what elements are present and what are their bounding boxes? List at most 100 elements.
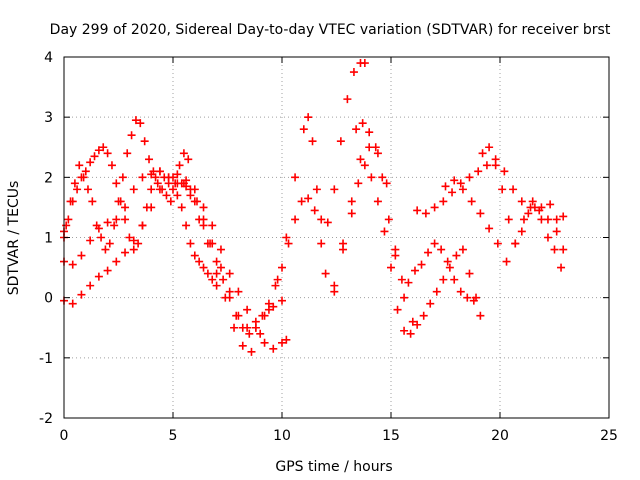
data-point (68, 299, 77, 308)
data-point (251, 323, 260, 332)
data-point (169, 185, 177, 194)
data-point (184, 155, 193, 164)
data-point (107, 161, 116, 170)
data-point (419, 311, 428, 320)
data-point (448, 188, 457, 197)
data-point (216, 263, 225, 272)
data-point (68, 197, 77, 206)
data-point (458, 245, 467, 254)
data-point (153, 179, 162, 188)
data-point (138, 173, 147, 182)
data-point (147, 203, 156, 212)
data-point (443, 257, 452, 266)
data-point (195, 215, 204, 224)
data-point (195, 257, 204, 266)
data-point (537, 215, 546, 224)
data-point (216, 245, 225, 254)
data-point (70, 179, 79, 188)
data-point (543, 233, 552, 242)
data-point (94, 224, 103, 233)
data-point (116, 197, 125, 206)
data-point (94, 272, 103, 281)
data-point (330, 185, 339, 194)
data-point (247, 347, 256, 356)
data-point (121, 248, 130, 257)
data-point (413, 206, 422, 215)
data-point (77, 173, 86, 182)
data-point (421, 209, 430, 218)
data-point (208, 221, 217, 230)
data-point (304, 113, 313, 122)
data-point (430, 239, 439, 248)
data-point (219, 275, 228, 284)
data-point (192, 197, 201, 206)
data-point (360, 59, 369, 68)
data-point (456, 287, 465, 296)
data-point (482, 161, 491, 170)
series-satellite-track-11 (478, 143, 566, 272)
data-point (417, 260, 426, 269)
data-point (517, 227, 526, 236)
data-point (88, 197, 97, 206)
data-point (373, 197, 382, 206)
data-point (73, 185, 82, 194)
data-point (299, 125, 308, 134)
data-point (373, 149, 382, 158)
data-point (465, 269, 474, 278)
data-point (476, 311, 485, 320)
data-point (199, 263, 208, 272)
data-point (504, 215, 513, 224)
data-point (491, 161, 500, 170)
data-point (238, 341, 247, 350)
data-point (134, 239, 143, 248)
data-point (519, 215, 528, 224)
series-satellite-track-8 (352, 119, 478, 305)
data-point (190, 251, 199, 260)
y-tick-label: 0 (44, 291, 53, 307)
data-point (393, 305, 402, 314)
data-point (101, 245, 110, 254)
data-point (365, 128, 374, 137)
data-point (136, 119, 145, 128)
data-point (493, 239, 502, 248)
y-tick-label: -1 (39, 351, 53, 367)
data-point (430, 203, 439, 212)
data-point (129, 236, 138, 245)
data-point (330, 281, 339, 290)
x-tick-label: 5 (169, 428, 178, 444)
data-point (169, 173, 177, 182)
data-point (221, 293, 230, 302)
data-point (151, 173, 160, 182)
data-point (360, 161, 369, 170)
x-tick-label: 10 (273, 428, 291, 444)
data-point (203, 239, 212, 248)
data-point (278, 338, 286, 347)
data-point (343, 95, 352, 104)
data-point (243, 305, 252, 314)
series-satellite-track-7 (330, 161, 485, 338)
data-point (77, 290, 86, 299)
data-point (105, 239, 114, 248)
data-point (502, 257, 511, 266)
data-point (397, 275, 406, 284)
data-point (129, 245, 138, 254)
data-point (439, 275, 448, 284)
data-point (112, 179, 121, 188)
grid (64, 57, 609, 418)
data-point (90, 152, 99, 161)
data-point (166, 197, 175, 206)
data-point (99, 143, 108, 152)
y-tick-label: 1 (44, 231, 53, 247)
data-point (147, 170, 156, 179)
data-point (336, 137, 345, 146)
data-point (469, 296, 478, 305)
data-point (103, 149, 112, 158)
data-point (432, 287, 441, 296)
data-point (155, 185, 164, 194)
x-tick-label: 25 (600, 428, 618, 444)
data-point (450, 275, 459, 284)
x-tick-label: 0 (60, 428, 69, 444)
data-point (86, 158, 95, 167)
data-point (177, 179, 186, 188)
